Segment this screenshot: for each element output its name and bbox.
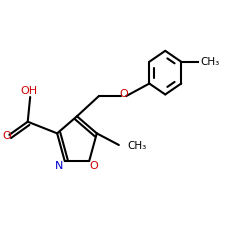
Text: O: O [120, 90, 128, 100]
Text: CH₃: CH₃ [201, 57, 220, 67]
Text: CH₃: CH₃ [128, 142, 147, 152]
Text: O: O [89, 161, 98, 171]
Text: N: N [54, 161, 63, 171]
Text: O: O [2, 131, 11, 141]
Text: OH: OH [20, 86, 38, 96]
